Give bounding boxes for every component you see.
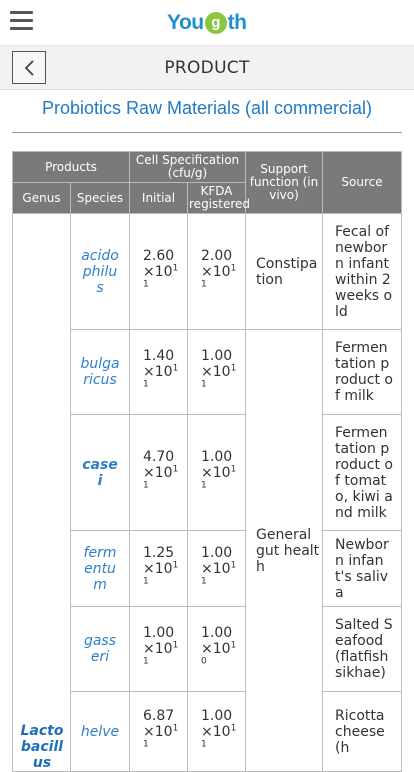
table-row: helve 6.87 ×1011 1.00 ×1011 Ricotta chee… xyxy=(13,691,403,772)
header-species: Species xyxy=(69,182,131,214)
table-row: Lactobacillus acidophilus 2.60 ×1011 2.0… xyxy=(12,213,403,772)
species-cell: helve xyxy=(69,691,131,772)
kfda-cell: 1.00 ×1011 xyxy=(187,329,247,415)
source-cell: Ricotta cheese (h xyxy=(322,691,403,772)
chevron-left-icon xyxy=(24,60,34,76)
initial-cell: 1.40 ×1011 xyxy=(129,329,189,415)
kfda-cell: 1.00 ×1011 xyxy=(187,530,247,607)
header-genus: Genus xyxy=(12,182,71,214)
species-cell: casei xyxy=(69,414,131,531)
table-row: fermentum 1.25 ×1011 1.00 ×1011 Newborn … xyxy=(13,530,403,607)
page-title: PRODUCT xyxy=(164,58,250,78)
source-cell: Fermentation product of tomato, kiwi and… xyxy=(322,414,403,531)
logo-circle-letter: g xyxy=(204,12,227,34)
divider xyxy=(12,132,402,133)
species-cell: gasseri xyxy=(69,606,131,692)
initial-cell: 2.60 ×1011 xyxy=(129,213,189,330)
table-row: casei 4.70 ×1011 1.00 ×1011 Fermentation… xyxy=(13,414,403,531)
back-button[interactable] xyxy=(12,51,46,84)
nav-bar: PRODUCT xyxy=(0,45,414,90)
genus-cell: Lactobacillus xyxy=(12,213,71,772)
initial-cell: 1.00 ×1011 xyxy=(129,606,189,692)
source-cell: Fecal of newborn infant within 2 weeks o… xyxy=(322,213,403,330)
brand-logo[interactable]: You g th xyxy=(167,9,247,37)
source-cell: Newborn infant's saliva xyxy=(322,530,403,607)
kfda-cell: 2.00 ×1011 xyxy=(187,213,247,330)
header-kfda: KFDA registered xyxy=(187,182,250,214)
logo-text-suffix: th xyxy=(227,11,247,34)
initial-cell: 4.70 ×1011 xyxy=(129,414,189,531)
kfda-cell: 1.00 ×1011 xyxy=(187,691,247,772)
source-cell: Fermentation product of milk xyxy=(322,329,403,415)
kfda-cell: 1.00 ×1010 xyxy=(187,606,247,692)
probiotics-table: Products Cell Specification (cfu/g) Supp… xyxy=(11,151,403,772)
header-cell-spec: Cell Specification (cfu/g) xyxy=(129,151,247,183)
section-title: Probiotics Raw Materials (all commercial… xyxy=(41,98,373,118)
support-function-cell: General gut health xyxy=(245,329,324,772)
kfda-cell: 1.00 ×1011 xyxy=(187,414,247,531)
top-bar: You g th xyxy=(0,0,414,45)
logo-text-prefix: You xyxy=(167,11,204,34)
header-source: Source xyxy=(322,151,403,214)
initial-cell: 6.87 ×1011 xyxy=(129,691,189,772)
source-cell: Salted Seafood (flatfish sikhae) xyxy=(322,606,403,692)
table-row: gasseri 1.00 ×1011 1.00 ×1010 Salted Sea… xyxy=(13,606,403,692)
header-support: Support function (in vivo) xyxy=(245,151,324,214)
support-function-cell: Constipation xyxy=(245,213,324,330)
species-cell: acidophilus xyxy=(69,213,131,330)
header-products: Products xyxy=(11,151,131,183)
table-row: bulgaricus 1.40 ×1011 1.00 ×1011 General… xyxy=(13,329,403,772)
species-cell: fermentum xyxy=(69,530,131,607)
initial-cell: 1.25 ×1011 xyxy=(129,530,189,607)
species-cell: bulgaricus xyxy=(69,329,131,415)
menu-icon[interactable] xyxy=(10,11,33,31)
header-initial: Initial xyxy=(129,182,189,214)
